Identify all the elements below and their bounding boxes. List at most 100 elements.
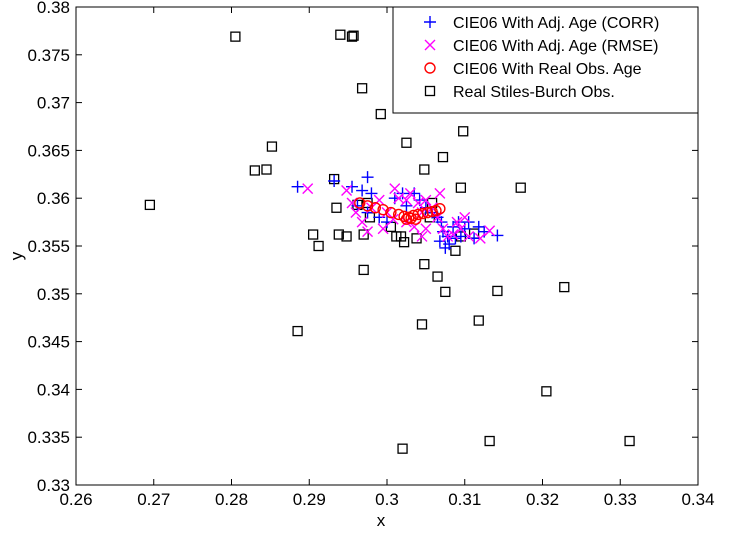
data-point bbox=[416, 230, 428, 242]
y-tick-label: 0.335 bbox=[27, 428, 70, 447]
x-tick-label: 0.34 bbox=[681, 490, 714, 509]
data-point bbox=[230, 31, 241, 42]
data-point bbox=[375, 108, 386, 120]
y-tick-label: 0.38 bbox=[37, 0, 70, 17]
y-tick-label: 0.33 bbox=[37, 476, 70, 495]
data-point bbox=[541, 386, 552, 397]
data-marks bbox=[144, 29, 635, 454]
x-tick-label: 0.31 bbox=[448, 490, 481, 509]
data-point bbox=[307, 229, 319, 240]
data-point bbox=[440, 286, 451, 298]
data-point bbox=[455, 182, 467, 193]
legend-box bbox=[392, 6, 699, 114]
data-point bbox=[419, 164, 430, 175]
y-tick-label: 0.37 bbox=[37, 94, 70, 113]
data-point bbox=[449, 232, 462, 245]
data-point bbox=[421, 206, 434, 219]
data-point bbox=[401, 137, 412, 148]
data-point bbox=[377, 223, 389, 235]
data-point bbox=[459, 211, 471, 223]
data-point bbox=[358, 229, 369, 240]
data-point bbox=[447, 229, 459, 241]
data-point bbox=[474, 232, 486, 244]
data-point bbox=[451, 216, 463, 228]
x-tick-label: 0.28 bbox=[215, 490, 248, 509]
data-point bbox=[291, 180, 304, 193]
data-point bbox=[624, 435, 635, 447]
data-point bbox=[361, 171, 374, 184]
data-point bbox=[341, 185, 353, 197]
y-tick-label: 0.345 bbox=[27, 333, 70, 352]
legend-marker bbox=[424, 16, 436, 28]
data-point bbox=[395, 231, 407, 242]
data-point bbox=[350, 207, 362, 219]
legend-label: CIE06 With Adj. Age (RMSE) bbox=[453, 38, 658, 55]
legend-label: CIE06 With Adj. Age (CORR) bbox=[453, 15, 659, 32]
data-point bbox=[400, 199, 413, 212]
data-point bbox=[439, 241, 452, 254]
data-point bbox=[333, 229, 344, 240]
y-tick-label: 0.35 bbox=[37, 285, 70, 304]
data-point bbox=[473, 315, 484, 326]
data-point bbox=[491, 229, 504, 242]
data-point bbox=[437, 151, 449, 163]
data-point bbox=[405, 212, 417, 224]
data-point bbox=[387, 213, 399, 225]
legend-marker bbox=[424, 39, 436, 51]
x-tick-label: 0.26 bbox=[59, 490, 92, 509]
data-point bbox=[361, 200, 374, 212]
x-tick-label: 0.33 bbox=[604, 490, 637, 509]
data-point bbox=[362, 226, 374, 238]
data-point bbox=[400, 194, 412, 206]
data-point bbox=[348, 30, 359, 41]
data-point bbox=[484, 435, 495, 447]
data-point bbox=[450, 245, 461, 256]
data-point bbox=[463, 230, 475, 242]
legend-label: Real Stiles-Burch Obs. bbox=[453, 84, 615, 101]
x-tick-label: 0.27 bbox=[137, 490, 170, 509]
y-axis: 0.33 0.335 0.34 0.345 0.35 0.355 0.36 0.365 0.37… bbox=[27, 0, 698, 495]
legend-marker bbox=[424, 85, 436, 97]
data-point bbox=[484, 225, 496, 237]
data-point bbox=[341, 231, 352, 242]
data-point bbox=[346, 31, 358, 42]
x-tick-label: 0.29 bbox=[293, 490, 326, 509]
data-point bbox=[356, 83, 368, 94]
data-point bbox=[397, 443, 408, 454]
data-point bbox=[412, 197, 424, 209]
x-tick-label: 0.3 bbox=[375, 490, 399, 509]
data-point bbox=[398, 237, 410, 248]
x-axis-label: x bbox=[377, 511, 386, 530]
data-point bbox=[432, 271, 443, 282]
legend-label: CIE06 With Real Obs. Age bbox=[453, 61, 642, 78]
data-point bbox=[410, 213, 422, 225]
data-point bbox=[559, 281, 570, 293]
data-point bbox=[313, 240, 324, 252]
x-axis: 0.26 0.27 0.28 0.29 0.3 0.31 0.32 0.33 0.34 bbox=[59, 7, 715, 509]
y-tick-label: 0.34 bbox=[37, 380, 70, 399]
data-point bbox=[434, 187, 446, 199]
data-point bbox=[365, 187, 378, 200]
data-point bbox=[492, 285, 503, 297]
data-point bbox=[302, 183, 314, 195]
data-point bbox=[266, 141, 278, 152]
data-point bbox=[335, 29, 346, 40]
data-point bbox=[356, 184, 369, 197]
y-tick-label: 0.36 bbox=[37, 189, 70, 208]
y-tick-label: 0.365 bbox=[27, 141, 70, 160]
data-point bbox=[458, 126, 469, 137]
data-point bbox=[416, 319, 428, 330]
series-2 bbox=[354, 197, 446, 225]
data-point bbox=[356, 216, 368, 228]
data-point bbox=[346, 180, 359, 193]
data-point bbox=[354, 197, 366, 209]
data-point bbox=[420, 194, 432, 206]
legend: CIE06 With Adj. Age (CORR) CIE06 With Adj… bbox=[392, 6, 699, 114]
data-point bbox=[433, 235, 446, 248]
data-point bbox=[420, 223, 432, 235]
x-tick-label: 0.32 bbox=[526, 490, 559, 509]
y-tick-label: 0.375 bbox=[27, 46, 70, 65]
data-point bbox=[377, 203, 389, 216]
data-point bbox=[331, 202, 342, 213]
data-point bbox=[389, 183, 401, 195]
